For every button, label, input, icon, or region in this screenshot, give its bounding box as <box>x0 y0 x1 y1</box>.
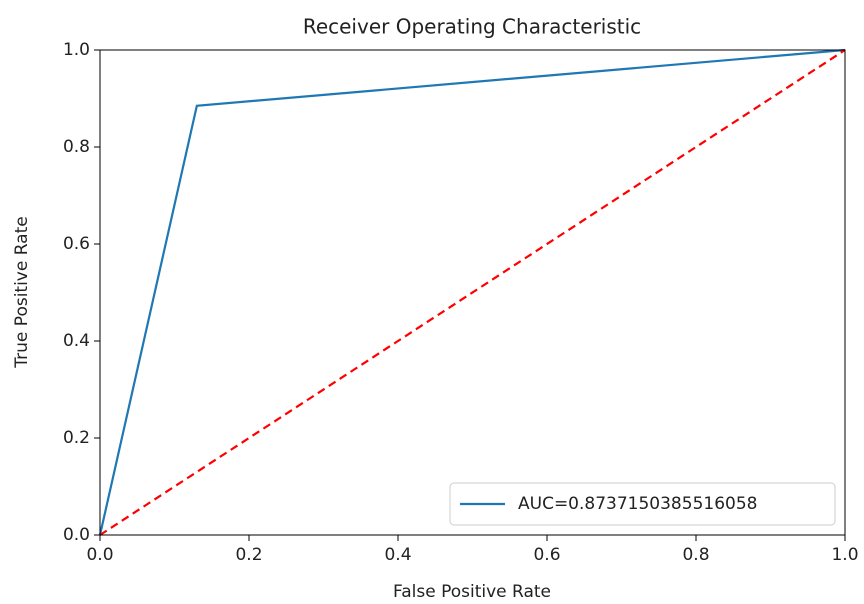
x-tick-label: 0.4 <box>384 545 411 565</box>
y-axis-label: True Positive Rate <box>12 216 32 368</box>
y-tick-label: 0.6 <box>63 234 90 254</box>
x-tick-label: 0.6 <box>533 545 560 565</box>
chart-title: Receiver Operating Characteristic <box>303 15 641 39</box>
x-tick-label: 1.0 <box>831 545 858 565</box>
x-axis-label: False Positive Rate <box>393 582 551 602</box>
chart: Receiver Operating Characteristic False … <box>0 0 864 604</box>
y-tick-label: 0.0 <box>63 525 90 545</box>
legend-label: AUC=0.8737150385516058 <box>518 494 757 514</box>
y-tick-label: 0.8 <box>63 137 90 157</box>
y-tick-label: 0.2 <box>63 428 90 448</box>
y-tick-label: 1.0 <box>63 40 90 60</box>
x-tick-label: 0.0 <box>86 545 113 565</box>
roc-line <box>100 50 845 535</box>
x-tick-label: 0.8 <box>682 545 709 565</box>
x-tick-label: 0.2 <box>235 545 262 565</box>
y-tick-label: 0.4 <box>63 331 90 351</box>
